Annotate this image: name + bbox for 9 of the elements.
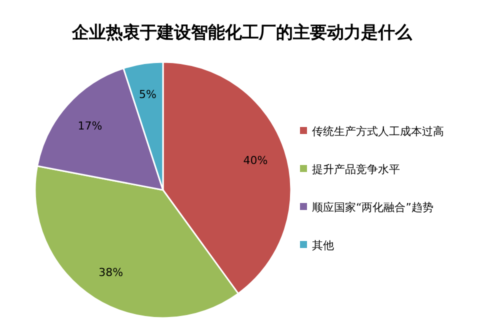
legend-label: 传统生产方式人工成本过高 [312,125,444,138]
chart-title: 企业热衷于建设智能化工厂的主要动力是什么 [71,23,413,43]
data-label: 38% [98,266,124,280]
data-label: 40% [243,154,268,167]
legend-label: 顺应国家“两化融合”趋势 [312,201,434,214]
legend-label: 其他 [312,239,334,252]
data-label: 5% [139,88,157,101]
data-label: 17% [78,120,102,133]
legend-label: 提升产品竞争水平 [312,163,400,176]
